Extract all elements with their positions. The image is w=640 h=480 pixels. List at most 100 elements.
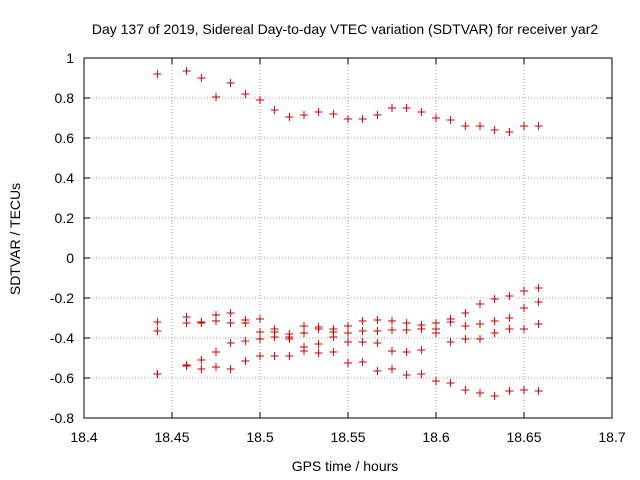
data-point-marker — [373, 316, 382, 324]
data-point-marker — [505, 387, 514, 395]
data-point-marker — [212, 348, 220, 356]
data-point-marker — [197, 356, 206, 364]
chart-title: Day 137 of 2019, Sidereal Day-to-day VTE… — [92, 21, 598, 37]
y-tick-label: -0.2 — [50, 290, 74, 306]
data-point-marker — [344, 359, 352, 367]
data-point-marker — [402, 319, 411, 327]
x-tick-label: 18.45 — [154, 429, 189, 445]
data-point-marker — [490, 392, 499, 400]
x-tick-label: 18.65 — [506, 429, 541, 445]
data-point-marker — [402, 326, 411, 334]
y-tick-label: -0.6 — [50, 370, 74, 386]
data-point-marker — [534, 122, 543, 130]
data-point-marker — [520, 287, 528, 295]
data-point-marker — [270, 352, 279, 360]
data-point-marker — [314, 325, 323, 333]
data-point-marker — [153, 327, 162, 335]
y-axis-label: SDTVAR / TECUs — [7, 183, 23, 295]
data-point-marker — [461, 122, 470, 130]
data-point-marker — [226, 365, 235, 373]
data-point-marker — [314, 340, 323, 348]
data-point-marker — [182, 67, 191, 75]
data-point-marker — [226, 309, 235, 317]
data-point-marker — [388, 104, 396, 112]
data-point-marker — [417, 370, 426, 378]
data-point-marker — [388, 365, 396, 373]
data-point-marker — [329, 110, 338, 118]
data-point-marker — [373, 339, 382, 347]
data-point-marker — [241, 90, 250, 98]
data-point-marker — [153, 370, 162, 378]
data-point-marker — [285, 352, 294, 360]
data-point-marker — [432, 114, 440, 122]
data-point-marker — [256, 315, 264, 323]
data-point-marker — [314, 349, 323, 357]
x-tick-label: 18.5 — [246, 429, 273, 445]
data-point-marker — [344, 338, 352, 346]
data-point-marker — [505, 325, 514, 333]
data-point-marker — [388, 347, 396, 355]
y-tick-label: 0.4 — [55, 170, 75, 186]
data-point-marker — [270, 106, 279, 114]
data-point-marker — [344, 115, 352, 123]
y-tick-label: -0.4 — [50, 330, 74, 346]
data-point-marker — [490, 126, 499, 134]
data-point-marker — [505, 292, 514, 300]
data-point-marker — [285, 113, 294, 121]
data-point-marker — [476, 122, 484, 130]
data-point-marker — [388, 326, 396, 334]
data-point-marker — [417, 346, 426, 354]
y-tick-label: 0 — [66, 250, 74, 266]
y-tick-label: 0.2 — [55, 210, 75, 226]
data-point-marker — [358, 115, 367, 123]
plot-frame — [83, 57, 613, 419]
data-point-marker — [358, 338, 367, 346]
data-point-marker — [344, 329, 352, 337]
data-point-marker — [197, 319, 206, 327]
data-point-marker — [402, 371, 411, 379]
data-point-marker — [534, 298, 543, 306]
y-tick-label: 1 — [66, 50, 74, 66]
data-point-marker — [520, 304, 528, 312]
y-tick-label: 0.8 — [55, 90, 75, 106]
data-point-marker — [461, 309, 470, 317]
data-point-marker — [197, 74, 206, 82]
data-point-marker — [461, 335, 470, 343]
data-point-marker — [182, 361, 191, 369]
data-point-marker — [505, 128, 514, 136]
data-point-marker — [520, 386, 528, 394]
data-point-marker — [402, 348, 411, 356]
data-point-marker — [344, 322, 352, 330]
axis-ticks: 18.4 18.45 18.5 18.55 18.6 18.65 18.7 -0.8 -0.6 -… — [50, 50, 626, 445]
data-point-marker — [373, 111, 382, 119]
data-point-marker — [241, 319, 250, 327]
data-point-marker — [241, 357, 250, 365]
data-point-marker — [329, 333, 338, 341]
data-point-marker — [300, 111, 308, 119]
data-point-marker — [534, 320, 543, 328]
x-tick-label: 18.55 — [330, 429, 365, 445]
data-point-marker — [212, 93, 220, 101]
data-point-marker — [446, 379, 455, 387]
data-point-marker — [520, 122, 528, 130]
data-point-marker — [446, 116, 455, 124]
x-axis-label: GPS time / hours — [292, 458, 399, 474]
data-point-marker — [256, 335, 264, 343]
data-point-marker — [256, 328, 264, 336]
x-tick-label: 18.4 — [70, 429, 97, 445]
data-point-marker — [534, 284, 543, 292]
data-point-marker — [300, 347, 308, 355]
data-point-marker — [476, 335, 484, 343]
data-point-marker — [446, 318, 455, 326]
data-point-marker — [461, 386, 470, 394]
data-point-marker — [285, 335, 294, 343]
data-points — [153, 67, 543, 400]
data-point-marker — [314, 108, 323, 116]
data-point-marker — [432, 377, 440, 385]
data-point-marker — [358, 327, 367, 335]
data-point-marker — [476, 320, 484, 328]
data-point-marker — [505, 314, 514, 322]
data-point-marker — [373, 367, 382, 375]
data-point-marker — [476, 389, 484, 397]
